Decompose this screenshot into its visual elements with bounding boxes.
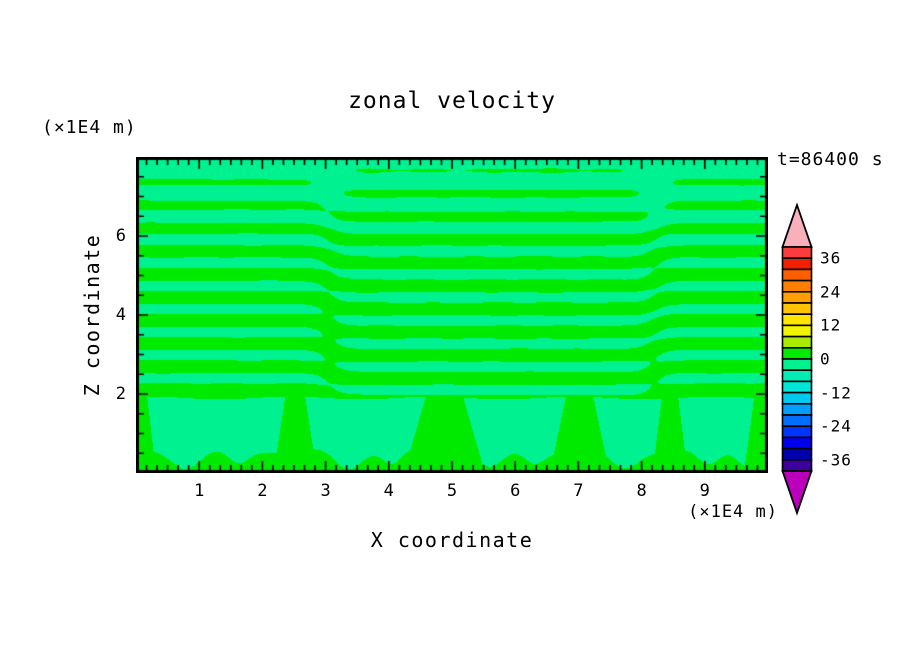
z-tick-label: 2 [115, 384, 126, 404]
x-tick-label: 1 [194, 481, 205, 501]
colorbar-cell [781, 447, 813, 461]
colorbar-tick-label: -36 [820, 450, 852, 470]
z-tick-label: 4 [115, 305, 126, 325]
x-tick-label: 6 [510, 481, 521, 501]
contour-canvas [136, 157, 768, 473]
colorbar-bottom-arrow [781, 470, 813, 516]
colorbar-tick-label: 36 [820, 248, 842, 268]
colorbar-cell [781, 335, 813, 349]
colorbar-tick-label: 12 [820, 315, 842, 335]
colorbar-top-arrow [781, 202, 813, 248]
x-tick-label: 2 [257, 481, 268, 501]
x-tick-label: 7 [573, 481, 584, 501]
colorbar-cell [781, 358, 813, 371]
colorbar-cell [781, 313, 813, 327]
x-axis-title: X coordinate [370, 528, 534, 552]
colorbar-cell [781, 436, 813, 450]
time-annotation: t=86400 s [777, 149, 884, 170]
colorbar-cell [781, 391, 813, 405]
colorbar-cell [781, 347, 813, 360]
colorbar-cell [781, 414, 813, 427]
z-tick-label: 6 [115, 226, 126, 246]
colorbar-cell [781, 268, 813, 282]
colorbar-cell [781, 369, 813, 383]
colorbar-cell [781, 246, 813, 259]
x-tick-label: 4 [383, 481, 394, 501]
plot-area [136, 157, 768, 473]
colorbar-cell [781, 380, 813, 394]
colorbar-cell [781, 458, 813, 472]
colorbar-cell [781, 302, 813, 315]
colorbar-cell [781, 257, 813, 271]
x-axis-unit-label: (×1E4 m) [688, 502, 778, 522]
plot-title: zonal velocity [348, 88, 556, 114]
colorbar-svg [781, 202, 813, 516]
colorbar-cell [781, 324, 813, 338]
x-tick-label: 8 [636, 481, 647, 501]
colorbar-tick-label: 24 [820, 282, 842, 302]
x-tick-label: 9 [699, 481, 710, 501]
colorbar-cell [781, 291, 813, 304]
colorbar-cell [781, 279, 813, 293]
colorbar-tick-label: -24 [820, 416, 852, 436]
colorbar-tick-label: -12 [820, 383, 852, 403]
colorbar-cell [781, 425, 813, 439]
colorbar-tick-label: 0 [820, 349, 831, 369]
colorbar [780, 202, 814, 516]
colorbar-cell [781, 403, 813, 416]
x-tick-label: 5 [446, 481, 458, 501]
z-axis-unit-label: (×1E4 m) [42, 117, 137, 138]
x-tick-label: 3 [320, 481, 331, 501]
